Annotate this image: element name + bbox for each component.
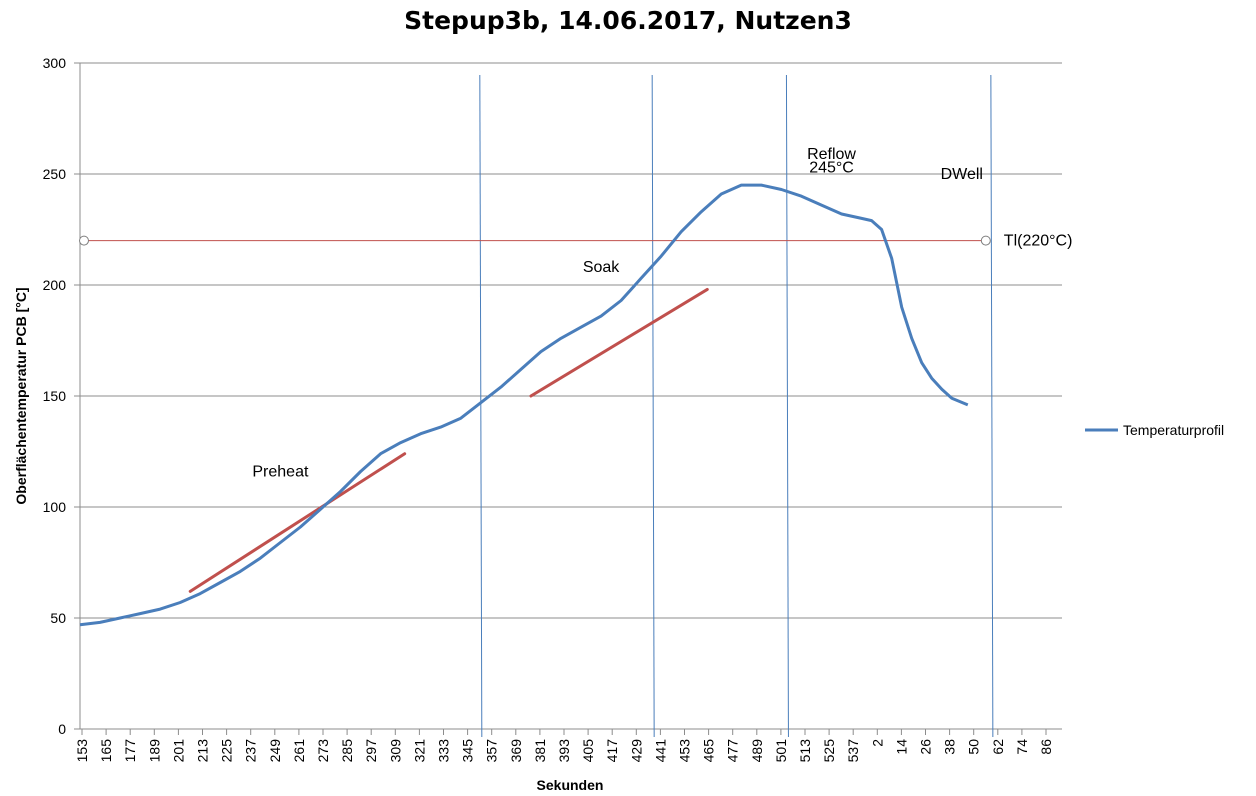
annotation-label: 245°C — [809, 159, 854, 176]
x-tick-label: 321 — [411, 739, 427, 763]
x-tick-label: 225 — [219, 739, 235, 763]
x-tick-label: 177 — [122, 739, 138, 763]
legend-label: Temperaturprofil — [1123, 422, 1224, 438]
y-tick-label: 150 — [43, 388, 67, 404]
x-tick-label: 333 — [436, 739, 452, 763]
x-tick-label: 213 — [195, 739, 211, 763]
y-tick-label: 250 — [43, 166, 67, 182]
x-tick-label: 50 — [966, 739, 982, 755]
y-tick-label: 200 — [43, 277, 67, 293]
x-tick-label: 405 — [580, 739, 596, 763]
x-tick-label: 345 — [460, 739, 476, 763]
reference-label: Tl(220°C) — [1004, 233, 1073, 250]
reference-marker-end — [980, 235, 991, 246]
annotation-label: DWell — [941, 166, 983, 183]
x-tick-label: 441 — [652, 739, 668, 763]
x-tick-label: 393 — [556, 739, 572, 763]
x-tick-label: 249 — [267, 739, 283, 763]
phase-divider-line — [990, 74, 994, 738]
y-tick-label: 0 — [58, 721, 66, 737]
x-tick-label: 465 — [701, 739, 717, 763]
y-tick-label: 300 — [43, 55, 67, 71]
x-tick-label: 165 — [98, 739, 114, 763]
x-tick-label: 357 — [484, 739, 500, 763]
series-group — [79, 183, 969, 627]
x-tick-label: 297 — [363, 739, 379, 763]
x-tick-label: 513 — [797, 739, 813, 763]
x-tick-label: 74 — [1014, 739, 1030, 755]
x-axis-label: Sekunden — [537, 777, 604, 793]
x-tick-label: 429 — [628, 739, 644, 763]
x-tick-label: 86 — [1038, 739, 1054, 755]
phase-divider-line — [651, 74, 655, 738]
x-tick-label: 501 — [773, 739, 789, 763]
series-line-temperaturprofil — [79, 183, 969, 627]
trend-line — [529, 287, 709, 398]
x-tick-label: 273 — [315, 739, 331, 763]
x-tick-label: 153 — [74, 739, 90, 763]
legend: Temperaturprofil — [1085, 422, 1224, 438]
x-tick-label: 369 — [508, 739, 524, 763]
y-axis-label: Oberflächentemperatur PCB [°C] — [13, 287, 29, 504]
x-tick-label: 237 — [243, 739, 259, 763]
x-tick-label: 26 — [918, 739, 934, 755]
trend-lines — [188, 287, 709, 593]
annotation-label: Soak — [583, 259, 620, 276]
x-tick-label: 417 — [604, 739, 620, 763]
trend-line — [188, 452, 407, 593]
gridlines — [80, 62, 1062, 730]
x-tick-label: 309 — [387, 739, 403, 763]
x-tick-label: 189 — [146, 739, 162, 763]
annotation-label: Reflow — [807, 146, 856, 163]
x-tick-label: 489 — [749, 739, 765, 763]
x-tick-label: 261 — [291, 739, 307, 763]
annotation-label: Preheat — [252, 463, 309, 480]
x-axis-ticks: 153 165 177 189 201 213 225 237 249 261 273 285 297 3… — [74, 729, 1054, 762]
y-tick-label: 50 — [50, 610, 66, 626]
phase-divider-line — [479, 74, 483, 738]
x-tick-label: 381 — [532, 739, 548, 763]
x-tick-label: 62 — [990, 739, 1006, 755]
phase-dividers — [479, 74, 994, 738]
x-tick-label: 525 — [821, 739, 837, 763]
y-tick-label: 100 — [43, 499, 67, 515]
x-tick-label: 453 — [677, 739, 693, 763]
reference-line-group: Tl(220°C) — [79, 233, 1073, 250]
x-tick-label: 285 — [339, 739, 355, 763]
y-axis-ticks: 0 50 100 150 200 250 300 — [43, 55, 80, 737]
x-tick-label: 38 — [942, 739, 958, 755]
phase-divider-line — [785, 74, 789, 738]
x-tick-label: 477 — [725, 739, 741, 763]
x-tick-label: 201 — [170, 739, 186, 763]
x-tick-label: 14 — [893, 739, 909, 755]
x-tick-label: 537 — [845, 739, 861, 763]
reference-marker-start — [79, 235, 89, 246]
x-tick-label: 2 — [869, 739, 885, 747]
chart-title: Stepup3b, 14.06.2017, Nutzen3 — [404, 6, 852, 35]
